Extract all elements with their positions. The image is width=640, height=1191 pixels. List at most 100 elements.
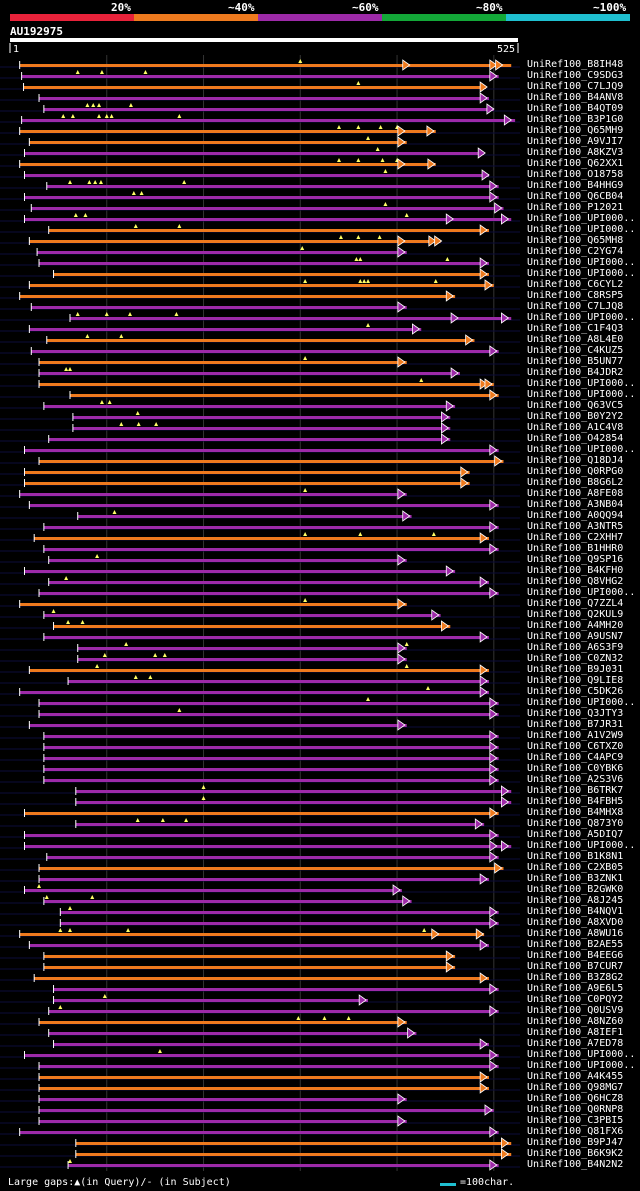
hit-label[interactable]: UniRef100_B4EEG6 [527,950,624,961]
hit-label[interactable]: UniRef100_UPI000.. [527,268,636,279]
hit-label[interactable]: UniRef100_C0PQY2 [527,994,624,1005]
hit-label[interactable]: UniRef100_Q9LIE8 [527,675,624,686]
hit-label[interactable]: UniRef100_B4QT09 [527,103,624,114]
hit-label[interactable]: UniRef100_B6TRK7 [527,785,624,796]
hit-label[interactable]: UniRef100_UPI000.. [527,213,636,224]
hit-label[interactable]: UniRef100_C1F4Q3 [527,323,624,334]
hit-label[interactable]: UniRef100_A7ED78 [527,1038,624,1049]
hit-label[interactable]: UniRef100_A8NZ60 [527,1016,624,1027]
hit-label[interactable]: UniRef100_Q0RPG0 [527,466,624,477]
hit-label[interactable]: UniRef100_UPI000.. [527,224,636,235]
hit-label[interactable]: UniRef100_A9E6L5 [527,983,624,994]
hit-label[interactable]: UniRef100_C0YBK6 [527,763,624,774]
hit-label[interactable]: UniRef100_B9PJ47 [527,1137,624,1148]
hit-label[interactable]: UniRef100_A9VJI7 [527,136,624,147]
hit-label[interactable]: UniRef100_B4NQV1 [527,906,624,917]
hit-label[interactable]: UniRef100_A2S3V6 [527,774,624,785]
hit-label[interactable]: UniRef100_C8RSP5 [527,290,624,301]
hit-label[interactable]: UniRef100_B5UN77 [527,356,624,367]
hit-label[interactable]: UniRef100_B9J031 [527,664,624,675]
hit-label[interactable]: UniRef100_A1V2W9 [527,730,624,741]
hit-label[interactable]: UniRef100_A9USN7 [527,631,624,642]
hit-label[interactable]: UniRef100_A8XVD0 [527,917,624,928]
hit-label[interactable]: UniRef100_B3Z8G2 [527,972,624,983]
hit-label[interactable]: UniRef100_UPI000.. [527,378,636,389]
hit-label[interactable]: UniRef100_C7LJQ8 [527,301,624,312]
hit-label[interactable]: UniRef100_Q0RNP8 [527,1104,624,1115]
hit-label[interactable]: UniRef100_B4KFH0 [527,565,624,576]
hit-label[interactable]: UniRef100_C7LJQ9 [527,81,624,92]
hit-label[interactable]: UniRef100_B4MHX8 [527,807,624,818]
hit-label[interactable]: UniRef100_UPI000.. [527,444,636,455]
hit-label[interactable]: UniRef100_B6K9K2 [527,1148,624,1159]
hit-label[interactable]: UniRef100_Q9SP16 [527,554,624,565]
hit-label[interactable]: UniRef100_B7JR31 [527,719,624,730]
hit-label[interactable]: UniRef100_A8J245 [527,895,624,906]
hit-label[interactable]: UniRef100_A8KZV3 [527,147,624,158]
hit-label[interactable]: UniRef100_UPI000.. [527,1049,636,1060]
hit-label[interactable]: UniRef100_Q63VC5 [527,400,624,411]
hit-label[interactable]: UniRef100_UPI000.. [527,389,636,400]
hit-label[interactable]: UniRef100_O42854 [527,433,624,444]
hit-label[interactable]: UniRef100_UPI000.. [527,312,636,323]
hit-label[interactable]: UniRef100_B3P1G0 [527,114,624,125]
hit-label[interactable]: UniRef100_B4FBH5 [527,796,624,807]
hit-label[interactable]: UniRef100_B0Y2Y2 [527,411,624,422]
hit-label[interactable]: UniRef100_A4K455 [527,1071,624,1082]
hit-label[interactable]: UniRef100_Q8VHG2 [527,576,624,587]
hit-label[interactable]: UniRef100_Q2KUL9 [527,609,624,620]
hit-label[interactable]: UniRef100_O18758 [527,169,624,180]
hit-label[interactable]: UniRef100_C6TXZ0 [527,741,624,752]
hit-label[interactable]: UniRef100_Q65MH8 [527,235,624,246]
hit-label[interactable]: UniRef100_C5DK26 [527,686,624,697]
hit-label[interactable]: UniRef100_C9SDG3 [527,70,624,81]
hit-label[interactable]: UniRef100_A1C4V8 [527,422,624,433]
hit-label[interactable]: UniRef100_B8G6L2 [527,477,624,488]
hit-label[interactable]: UniRef100_Q0USV9 [527,1005,624,1016]
hit-label[interactable]: UniRef100_A0QQ94 [527,510,624,521]
hit-label[interactable]: UniRef100_B1K8N1 [527,851,624,862]
hit-label[interactable]: UniRef100_Q18DJ4 [527,455,624,466]
hit-label[interactable]: UniRef100_B2AE55 [527,939,624,950]
hit-label[interactable]: UniRef100_B4JDR2 [527,367,624,378]
hit-label[interactable]: UniRef100_UPI000.. [527,1060,636,1071]
hit-label[interactable]: UniRef100_A6S3F9 [527,642,624,653]
hit-label[interactable]: UniRef100_Q7ZZL4 [527,598,624,609]
hit-label[interactable]: UniRef100_Q98MG7 [527,1082,624,1093]
hit-label[interactable]: UniRef100_C2YG74 [527,246,624,257]
hit-label[interactable]: UniRef100_UPI000.. [527,697,636,708]
hit-label[interactable]: UniRef100_A4MH20 [527,620,624,631]
hit-label[interactable]: UniRef100_Q6CB04 [527,191,624,202]
hit-label[interactable]: UniRef100_A3NB04 [527,499,624,510]
hit-label[interactable]: UniRef100_B2GWK0 [527,884,624,895]
hit-label[interactable]: UniRef100_Q6HCZ8 [527,1093,624,1104]
hit-label[interactable]: UniRef100_A8IEF1 [527,1027,624,1038]
hit-label[interactable]: UniRef100_B7CUR7 [527,961,624,972]
hit-label[interactable]: UniRef100_B4ANV8 [527,92,624,103]
hit-label[interactable]: UniRef100_Q81FX6 [527,1126,624,1137]
hit-label[interactable]: UniRef100_C3PBI5 [527,1115,624,1126]
hit-label[interactable]: UniRef100_Q873Y0 [527,818,624,829]
hit-label[interactable]: UniRef100_B4N2N2 [527,1159,624,1170]
hit-label[interactable]: UniRef100_Q65MH9 [527,125,624,136]
hit-label[interactable]: UniRef100_C4KUZ5 [527,345,624,356]
hit-label[interactable]: UniRef100_P12021 [527,202,624,213]
hit-label[interactable]: UniRef100_UPI000.. [527,257,636,268]
hit-label[interactable]: UniRef100_A8FE08 [527,488,624,499]
hit-label[interactable]: UniRef100_UPI000.. [527,840,636,851]
hit-label[interactable]: UniRef100_C2XB05 [527,862,624,873]
hit-label[interactable]: UniRef100_B1HHR0 [527,543,624,554]
hit-label[interactable]: UniRef100_A5DIQ7 [527,829,624,840]
hit-label[interactable]: UniRef100_B4HHG9 [527,180,624,191]
hit-label[interactable]: UniRef100_C6CYL2 [527,279,624,290]
hit-label[interactable]: UniRef100_C2XHH7 [527,532,624,543]
hit-label[interactable]: UniRef100_Q62XX1 [527,158,624,169]
hit-label[interactable]: UniRef100_A8L4E0 [527,334,624,345]
hit-label[interactable]: UniRef100_B8IH48 [527,59,624,70]
hit-label[interactable]: UniRef100_A3NTR5 [527,521,624,532]
hit-label[interactable]: UniRef100_B3ZNK1 [527,873,624,884]
hit-label[interactable]: UniRef100_C4APC9 [527,752,624,763]
hit-label[interactable]: UniRef100_Q3JTY3 [527,708,624,719]
hit-label[interactable]: UniRef100_A8WU16 [527,928,624,939]
hit-label[interactable]: UniRef100_UPI000.. [527,587,636,598]
